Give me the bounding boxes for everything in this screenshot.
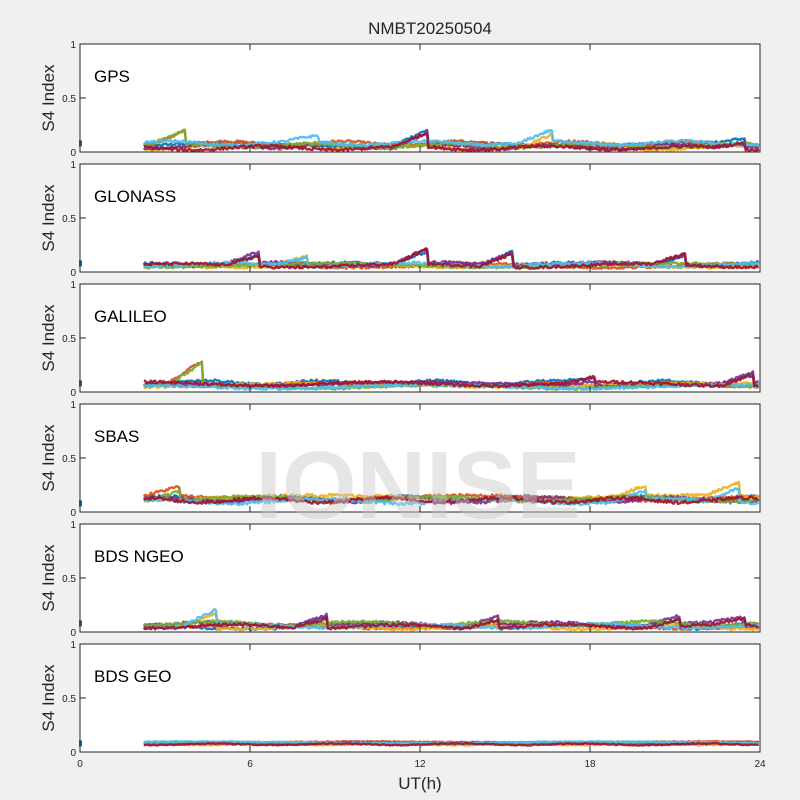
panel-bds-geo: 0 0.5 1 0 6 12 18 24 BDS GEO S4 Index [39,640,766,770]
series-line [143,741,759,747]
x-tick-label: 12 [414,759,426,770]
series-line [142,616,759,631]
y-tick-label: 0.5 [62,94,76,105]
series-line [143,247,760,270]
y-tick-label: 0 [70,148,76,159]
panel-sbas: 0 0.5 1 SBAS S4 Index [39,400,761,519]
panel-title: GALILEO [94,307,167,326]
plot-background [80,284,760,392]
x-axis-label: UT(h) [398,774,441,793]
series-line [143,495,760,506]
panel-bds-ngeo: 0 0.5 1 BDS NGEO S4 Index [39,520,761,639]
y-tick-label: 0 [70,268,76,279]
y-tick-label: 0 [70,508,76,519]
y-tick-label: 0.5 [62,694,76,705]
series-line [143,133,760,153]
y-tick-label: 1 [70,400,76,411]
plot-background [80,524,760,632]
panel-title: SBAS [94,427,139,446]
data-marks [79,247,760,270]
x-tick-label: 0 [77,759,83,770]
x-tick-label: 24 [754,759,766,770]
series-line [143,374,760,389]
data-marks [79,739,760,747]
y-axis-label: S4 Index [39,664,58,732]
y-tick-label: 1 [70,280,76,291]
data-marks [79,480,760,507]
y-tick-label: 0 [70,748,76,759]
y-tick-label: 1 [70,640,76,651]
y-tick-label: 1 [70,160,76,171]
x-tick-label: 6 [247,759,253,770]
data-marks [79,360,760,391]
y-axis-label: S4 Index [39,304,58,372]
y-tick-label: 0.5 [62,454,76,465]
y-tick-label: 0.5 [62,214,76,225]
panel-galileo: 0 0.5 1 GALILEO S4 Index [39,280,761,399]
plot-background [80,644,760,752]
panel-gps: 0 0.5 1 GPS S4 Index [39,40,761,159]
x-tick-label: 18 [584,759,596,770]
y-axis-label: S4 Index [39,424,58,492]
series-line [142,487,760,507]
series-line [143,129,760,148]
figure-title: NMBT20250504 [368,19,492,38]
y-tick-label: 0 [70,628,76,639]
y-axis-label: S4 Index [39,184,58,252]
plot-background [80,164,760,272]
y-tick-label: 0.5 [62,574,76,585]
y-tick-label: 1 [70,40,76,51]
data-marks [79,607,760,632]
panel-title: GPS [94,67,130,86]
y-tick-label: 1 [70,520,76,531]
y-tick-label: 0 [70,388,76,399]
data-marks [79,128,760,153]
panel-glonass: 0 0.5 1 GLONASS S4 Index [39,160,761,279]
panels: 0 0.5 1 GPS S4 Index 0 0.5 1 GLONASS S4 Index 0 0.5… [39,40,766,770]
y-tick-label: 0.5 [62,334,76,345]
watermark: IONISE [255,432,580,539]
panel-title: GLONASS [94,187,176,206]
y-axis-label: S4 Index [39,544,58,612]
panel-title: BDS NGEO [94,547,184,566]
y-axis-label: S4 Index [39,64,58,132]
panel-title: BDS GEO [94,667,171,686]
